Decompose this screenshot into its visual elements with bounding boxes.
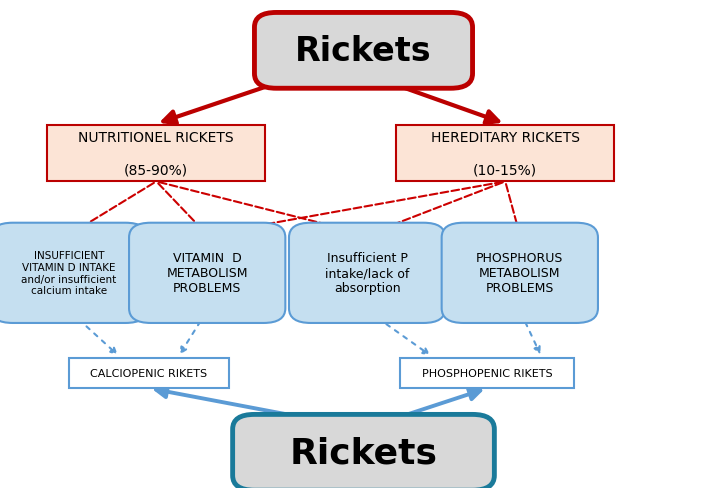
FancyBboxPatch shape bbox=[233, 415, 494, 488]
Text: NUTRITIONEL RICKETS

(85-90%): NUTRITIONEL RICKETS (85-90%) bbox=[79, 131, 234, 177]
Text: Insufficient P
intake/lack of
absorption: Insufficient P intake/lack of absorption bbox=[325, 252, 409, 295]
Text: PHOSPHOPENIC RIKETS: PHOSPHOPENIC RIKETS bbox=[422, 368, 553, 378]
FancyBboxPatch shape bbox=[400, 358, 574, 388]
FancyBboxPatch shape bbox=[47, 125, 265, 182]
Text: INSUFFICIENT
VITAMIN D INTAKE
and/or insufficient
calcium intake: INSUFFICIENT VITAMIN D INTAKE and/or ins… bbox=[21, 251, 117, 296]
FancyBboxPatch shape bbox=[396, 125, 614, 182]
FancyBboxPatch shape bbox=[289, 224, 445, 323]
FancyBboxPatch shape bbox=[0, 224, 147, 323]
FancyBboxPatch shape bbox=[129, 224, 285, 323]
Text: HEREDITARY RICKETS

(10-15%): HEREDITARY RICKETS (10-15%) bbox=[431, 131, 579, 177]
FancyBboxPatch shape bbox=[69, 358, 229, 388]
Text: Rickets: Rickets bbox=[289, 435, 438, 469]
Text: CALCIOPENIC RIKETS: CALCIOPENIC RIKETS bbox=[90, 368, 208, 378]
Text: Rickets: Rickets bbox=[295, 35, 432, 68]
FancyBboxPatch shape bbox=[254, 13, 473, 89]
Text: PHOSPHORUS
METABOLISM
PROBLEMS: PHOSPHORUS METABOLISM PROBLEMS bbox=[476, 252, 563, 295]
Text: VITAMIN  D
METABOLISM
PROBLEMS: VITAMIN D METABOLISM PROBLEMS bbox=[166, 252, 248, 295]
FancyBboxPatch shape bbox=[441, 224, 598, 323]
